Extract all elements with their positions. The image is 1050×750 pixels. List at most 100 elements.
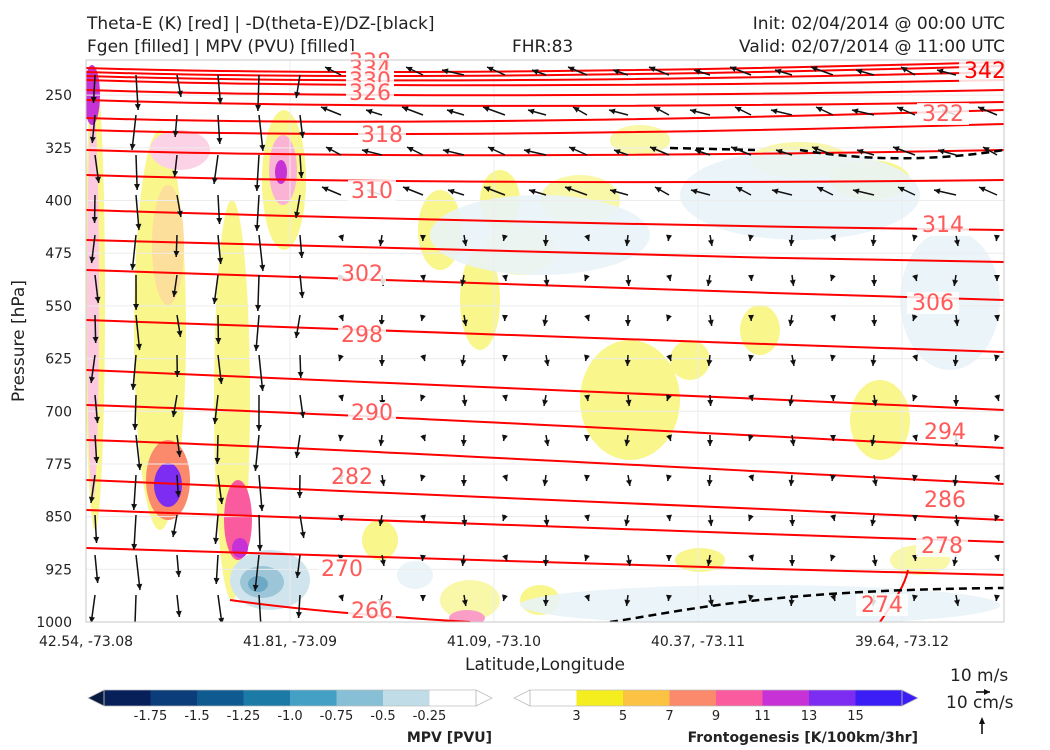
wind-vector-head bbox=[624, 359, 631, 366]
wind-vector-head bbox=[788, 239, 795, 246]
wind-vector-head bbox=[366, 108, 373, 115]
chart-title-line2: Fgen [filled] | MPV (PVU) [filled] bbox=[87, 37, 356, 57]
wind-vector-head bbox=[771, 108, 778, 115]
wind-vector-head bbox=[912, 394, 918, 401]
wind-vector-head bbox=[89, 256, 96, 263]
wind-vector-head bbox=[898, 186, 905, 193]
y-tick-label: 325 bbox=[45, 141, 72, 157]
wind-vector-head bbox=[695, 149, 702, 155]
x-tick-label: 41.09, -73.10 bbox=[447, 634, 541, 650]
wind-vector-head bbox=[690, 108, 697, 115]
wind-vector-head bbox=[748, 234, 754, 241]
wind-vector-head bbox=[870, 359, 877, 366]
y-axis-label: Pressure [hPa] bbox=[9, 280, 29, 402]
wind-vector-head bbox=[524, 148, 531, 155]
wind-vector-head bbox=[912, 594, 918, 601]
wind-vector-head bbox=[94, 416, 100, 423]
wind-vector-head bbox=[830, 594, 836, 601]
wind-vector-head bbox=[830, 314, 836, 321]
wind-vector-head bbox=[625, 559, 632, 566]
colorbar-segment bbox=[762, 690, 810, 706]
theta-e-label: 318 bbox=[361, 123, 403, 148]
wind-legend-arrowhead-h bbox=[984, 689, 990, 695]
theta-e-line bbox=[86, 319, 1004, 353]
wind-vector-head bbox=[175, 490, 182, 497]
wind-vector-head bbox=[461, 399, 468, 406]
wind-vector-head bbox=[952, 279, 959, 286]
wind-vector-head bbox=[294, 91, 301, 98]
wind-vector-head bbox=[901, 67, 908, 73]
wind-vector-head bbox=[830, 274, 836, 281]
wind-vector-head bbox=[871, 559, 878, 566]
wind-vector-head bbox=[216, 137, 223, 144]
wind-vector-head bbox=[460, 439, 467, 446]
wind-vector-shaft bbox=[258, 354, 264, 392]
wind-vector-head bbox=[912, 234, 918, 241]
wind-vectors bbox=[88, 66, 1000, 622]
wind-vector-head bbox=[420, 594, 426, 601]
wind-vector-head bbox=[707, 239, 714, 246]
theta-e-label-bg bbox=[348, 402, 396, 424]
fgen-fill bbox=[430, 195, 650, 275]
wind-vector-head bbox=[129, 263, 136, 270]
wind-vector-head bbox=[666, 474, 672, 481]
wind-vector-head bbox=[212, 297, 218, 304]
wind-vector-head bbox=[89, 136, 96, 143]
wind-vector-head bbox=[259, 144, 266, 151]
x-axis-ticks: 42.54, -73.08 41.81, -73.09 41.09, -73.10 4… bbox=[39, 634, 949, 650]
wind-vector-head bbox=[136, 463, 143, 470]
wind-vector-head bbox=[420, 514, 426, 521]
wind-vector-head bbox=[584, 514, 590, 521]
wind-vector-head bbox=[461, 519, 468, 526]
wind-vector-head bbox=[816, 106, 823, 113]
chart-title-line1: Theta-E (K) [red] | -D(theta-E)/DZ-[blac… bbox=[87, 14, 435, 34]
colorbar-tick-label: -0.25 bbox=[413, 709, 447, 724]
wind-vector-head bbox=[706, 479, 713, 486]
wind-vector-shaft bbox=[254, 434, 260, 472]
colorbar-segment bbox=[104, 690, 151, 706]
wind-vector-head bbox=[420, 274, 426, 281]
y-tick-label: 700 bbox=[45, 404, 72, 420]
wind-vector-head bbox=[338, 314, 344, 321]
wind-vector-head bbox=[212, 417, 219, 424]
wind-vector-head bbox=[543, 279, 550, 286]
theta-e-line bbox=[86, 404, 1004, 449]
wind-vector-head bbox=[934, 188, 941, 195]
wind-vector-head bbox=[255, 424, 262, 431]
wind-vector-head bbox=[666, 234, 672, 241]
wind-vector-head bbox=[294, 331, 301, 338]
wind-vector-head bbox=[994, 554, 1000, 561]
wind-vector-head bbox=[613, 69, 620, 75]
wind-vector-head bbox=[953, 519, 960, 526]
wind-vector-shaft bbox=[258, 594, 262, 622]
wind-vector-shaft bbox=[134, 594, 137, 622]
wind-vector-head bbox=[817, 187, 824, 193]
wind-vector-head bbox=[259, 264, 266, 271]
wind-vector-head bbox=[502, 474, 508, 481]
theta-e-line bbox=[86, 269, 1004, 301]
fgen-fill bbox=[460, 250, 500, 350]
fgen-fill bbox=[362, 520, 398, 560]
wind-vector-head bbox=[215, 337, 222, 344]
wind-vector-shaft bbox=[257, 74, 260, 112]
wind-vector-head bbox=[748, 594, 754, 601]
wind-vector-head bbox=[736, 187, 743, 193]
wind-vector-head bbox=[707, 319, 714, 326]
wind-vector-head bbox=[649, 66, 656, 73]
wind-vector-shaft bbox=[256, 154, 260, 192]
theta-e-line bbox=[86, 239, 1004, 263]
x-tick-label: 39.64, -73.12 bbox=[855, 634, 949, 650]
theta-e-label: 286 bbox=[924, 488, 966, 513]
wind-vector-head bbox=[420, 434, 426, 441]
wind-vector-head bbox=[573, 107, 580, 113]
theta-e-label-bg bbox=[328, 466, 376, 488]
wind-vector-head bbox=[171, 290, 178, 297]
y-tick-label: 925 bbox=[45, 562, 72, 578]
wind-vector-head bbox=[296, 491, 303, 498]
fgen-fill bbox=[275, 160, 287, 184]
y-tick-label: 475 bbox=[45, 246, 72, 262]
wind-vector-head bbox=[624, 599, 631, 606]
theta-e-label: 306 bbox=[912, 291, 954, 316]
wind-vector-head bbox=[706, 559, 713, 566]
y-axis-ticks: 250 325 400 475 550 625 700 775 850 925 1000 bbox=[36, 88, 72, 631]
